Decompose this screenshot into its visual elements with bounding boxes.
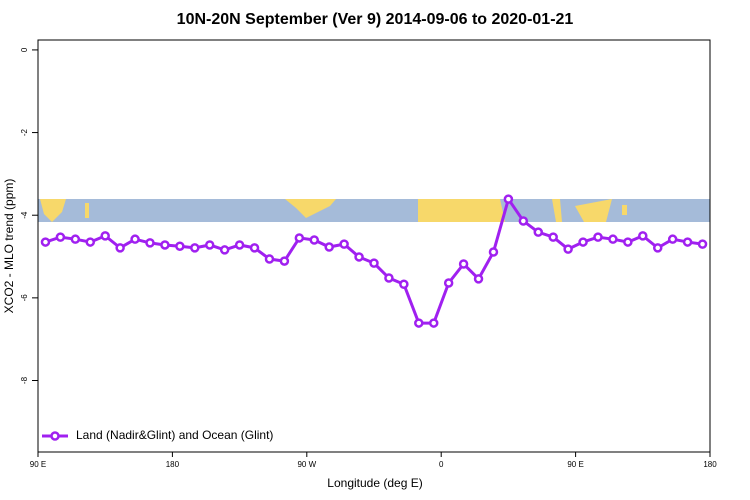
point bbox=[458, 259, 469, 269]
point bbox=[130, 234, 140, 244]
x-tick-label: 90 E bbox=[30, 460, 46, 469]
y-tick-label: -8 bbox=[20, 376, 29, 384]
y-tick-label: -6 bbox=[20, 294, 29, 302]
point bbox=[115, 243, 125, 253]
point bbox=[384, 273, 394, 283]
point bbox=[294, 233, 305, 243]
point bbox=[533, 227, 544, 237]
point bbox=[354, 252, 364, 262]
point bbox=[623, 237, 633, 247]
point bbox=[428, 318, 439, 328]
point bbox=[563, 244, 573, 254]
x-tick-label: 180 bbox=[166, 460, 180, 469]
point bbox=[309, 235, 320, 245]
point bbox=[682, 237, 693, 247]
point bbox=[667, 234, 678, 244]
point bbox=[503, 194, 514, 204]
point bbox=[160, 240, 170, 250]
point bbox=[339, 239, 349, 249]
point bbox=[249, 243, 260, 253]
point bbox=[204, 240, 215, 250]
point bbox=[578, 237, 588, 247]
y-tick-label: 0 bbox=[20, 47, 29, 52]
x-tick-label: 180 bbox=[703, 460, 717, 469]
x-axis-title: Longitude (deg E) bbox=[327, 476, 422, 490]
point bbox=[518, 216, 529, 226]
point bbox=[40, 237, 51, 247]
point bbox=[324, 242, 334, 252]
point bbox=[638, 231, 648, 241]
point bbox=[279, 256, 290, 266]
x-tick-label: 90 E bbox=[567, 460, 583, 469]
point bbox=[234, 240, 245, 250]
legend-marker bbox=[50, 431, 60, 441]
point bbox=[548, 232, 558, 242]
plot-frame bbox=[37, 39, 711, 453]
point bbox=[70, 234, 81, 244]
legend-label: Land (Nadir&Glint) and Ocean (Glint) bbox=[76, 428, 273, 442]
point bbox=[443, 278, 454, 288]
chart-title: 10N-20N September (Ver 9) 2014-09-06 to … bbox=[177, 11, 574, 28]
point bbox=[399, 279, 409, 289]
point bbox=[652, 243, 663, 253]
point bbox=[608, 234, 618, 244]
y-tick-label: -2 bbox=[20, 128, 29, 136]
point bbox=[145, 238, 155, 248]
y-axis-title: XCO2 - MLO trend (ppm) bbox=[2, 179, 16, 314]
point bbox=[219, 245, 230, 255]
x-tick-label: 90 W bbox=[297, 460, 316, 469]
point bbox=[593, 232, 603, 242]
point bbox=[100, 231, 110, 241]
point bbox=[190, 243, 200, 253]
point bbox=[175, 241, 185, 251]
y-tick-label: -4 bbox=[20, 211, 29, 219]
point bbox=[697, 239, 708, 249]
point bbox=[264, 254, 275, 264]
point bbox=[488, 247, 499, 257]
point bbox=[85, 237, 96, 247]
point bbox=[55, 232, 66, 242]
point bbox=[473, 274, 484, 284]
map-strip bbox=[38, 199, 710, 222]
point bbox=[369, 258, 379, 268]
point bbox=[414, 318, 424, 328]
x-tick-label: 0 bbox=[439, 460, 444, 469]
